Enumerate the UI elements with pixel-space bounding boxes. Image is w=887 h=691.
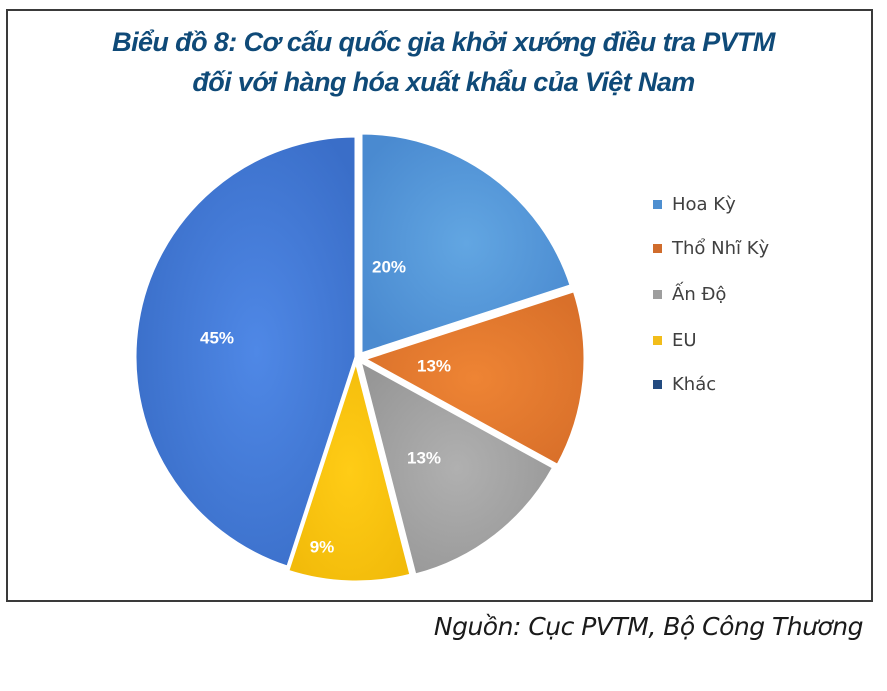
chart-title-line-1: Biểu đồ 8: Cơ cấu quốc gia khởi xướng đi… xyxy=(112,27,775,57)
legend-swatch-square-icon xyxy=(653,243,662,253)
pie-slice-labels: 20% 13% 13% 9% 45% xyxy=(200,257,451,556)
legend-label: Thổ Nhĩ Kỳ xyxy=(672,237,770,259)
pie-slice-label: 13% xyxy=(417,356,451,375)
pie-slice-label: 13% xyxy=(407,448,441,467)
legend-label: EU xyxy=(672,329,697,351)
chart-title-line-2: đối với hàng hóa xuất khẩu của Việt Nam xyxy=(192,67,695,97)
legend-swatch-square-icon xyxy=(653,379,662,389)
pie-slices xyxy=(133,131,587,584)
pie-slice-label: 45% xyxy=(200,328,234,347)
legend-swatch-square-icon xyxy=(653,335,662,345)
chart-title: Biểu đồ 8: Cơ cấu quốc gia khởi xướng đi… xyxy=(0,22,887,102)
pie-slice-label: 9% xyxy=(310,537,335,556)
legend-item-hoa-ky: Hoa Kỳ xyxy=(653,190,736,218)
legend-item-an-do: Ấn Độ xyxy=(653,280,726,308)
legend-item-khac: Khác xyxy=(653,370,716,398)
pie-slice-hoa-kỳ xyxy=(359,131,573,356)
legend-swatch-square-icon xyxy=(653,289,662,299)
pie-slice-label: 20% xyxy=(372,257,406,276)
source-note: Nguồn: Cục PVTM, Bộ Công Thương xyxy=(433,612,864,641)
legend-item-tho-nhi-ky: Thổ Nhĩ Kỳ xyxy=(653,234,769,262)
legend-label: Hoa Kỳ xyxy=(672,193,736,215)
legend-swatch-square-icon xyxy=(653,199,662,209)
pie-slice-thổ-nhĩ-kỳ xyxy=(362,289,587,467)
legend-label: Khác xyxy=(672,373,717,395)
legend-label: Ấn Độ xyxy=(672,283,727,305)
pie-slice-khác xyxy=(133,134,358,569)
legend-item-eu: EU xyxy=(653,326,697,354)
pie-slice-ấn-độ xyxy=(358,359,556,577)
pie-slice-eu xyxy=(286,359,413,584)
